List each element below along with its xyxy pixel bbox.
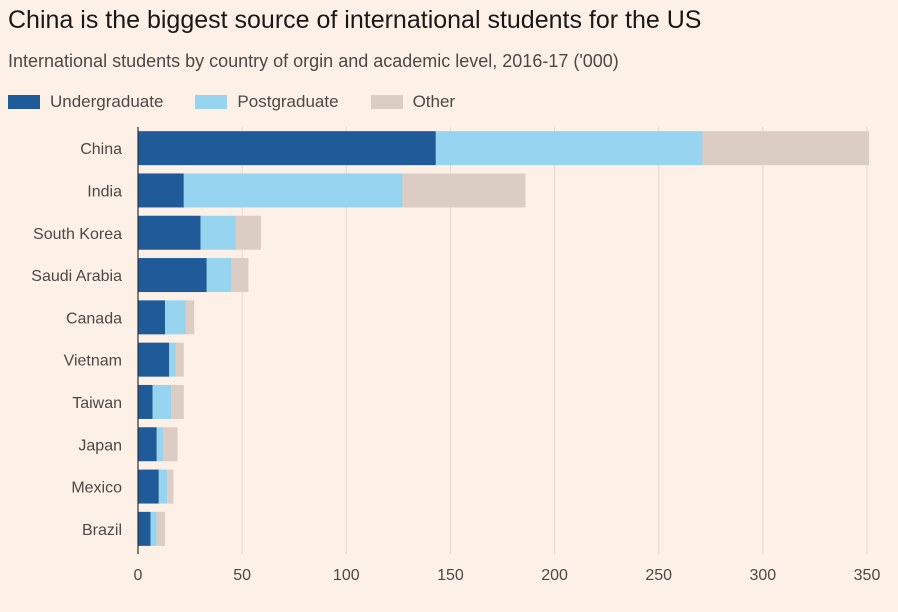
x-tick-label-50: 50 — [233, 567, 251, 584]
bar-mexico-undergraduate — [138, 469, 159, 504]
bar-saudi-arabia-other — [231, 258, 249, 293]
bar-japan-postgraduate — [156, 427, 163, 462]
bar-china-postgraduate — [435, 131, 703, 166]
x-tick-label-100: 100 — [333, 567, 360, 584]
category-label-canada: Canada — [66, 310, 122, 327]
bar-taiwan-other — [171, 384, 184, 419]
bar-brazil-other — [156, 511, 166, 546]
legend-item-postgraduate: Postgraduate — [195, 92, 339, 112]
x-tick-label-0: 0 — [134, 567, 143, 584]
bar-saudi-arabia-undergraduate — [138, 258, 207, 293]
bar-japan-other — [162, 427, 178, 462]
bar-mexico-other — [167, 469, 174, 504]
category-label-mexico: Mexico — [71, 480, 122, 497]
bar-vietnam-undergraduate — [138, 342, 170, 377]
category-label-japan: Japan — [78, 437, 122, 454]
bar-canada-other — [185, 300, 195, 335]
bar-india-undergraduate — [138, 173, 184, 208]
chart-subtitle: International students by country of org… — [8, 51, 619, 71]
bar-vietnam-other — [175, 342, 184, 377]
chart-title: China is the biggest source of internati… — [8, 6, 702, 34]
legend-swatch-other — [370, 95, 403, 109]
bar-south-korea-postgraduate — [200, 215, 236, 250]
x-tick-label-200: 200 — [541, 567, 568, 584]
category-label-taiwan: Taiwan — [72, 395, 122, 412]
category-label-saudi-arabia: Saudi Arabia — [31, 268, 122, 285]
x-tick-label-150: 150 — [437, 567, 464, 584]
bar-china-other — [702, 131, 870, 166]
x-tick-label-350: 350 — [854, 567, 881, 584]
legend-label-postgraduate: Postgraduate — [237, 92, 339, 111]
bar-south-korea-undergraduate — [138, 215, 201, 250]
legend-swatch-postgraduate — [195, 95, 228, 109]
legend-label-other: Other — [412, 92, 456, 111]
bar-india-other — [402, 173, 526, 208]
x-tick-label-250: 250 — [645, 567, 672, 584]
category-label-india: India — [87, 183, 122, 200]
bar-canada-postgraduate — [165, 300, 186, 335]
legend-item-undergraduate: Undergraduate — [8, 92, 163, 112]
bar-south-korea-other — [235, 215, 261, 250]
bar-india-postgraduate — [183, 173, 403, 208]
bar-japan-undergraduate — [138, 427, 157, 462]
category-label-south-korea: South Korea — [33, 226, 122, 243]
bar-saudi-arabia-postgraduate — [206, 258, 232, 293]
legend-item-other: Other — [370, 92, 456, 112]
category-label-vietnam: Vietnam — [64, 353, 122, 370]
legend-label-undergraduate: Undergraduate — [50, 92, 164, 111]
bar-canada-undergraduate — [138, 300, 166, 335]
bar-brazil-postgraduate — [150, 511, 157, 546]
bar-china-undergraduate — [138, 131, 436, 166]
x-tick-label-300: 300 — [750, 567, 777, 584]
bar-vietnam-postgraduate — [169, 342, 176, 377]
bar-taiwan-postgraduate — [152, 384, 172, 419]
bar-mexico-postgraduate — [158, 469, 168, 504]
legend: Undergraduate Postgraduate Other — [8, 92, 487, 112]
category-label-brazil: Brazil — [82, 522, 122, 539]
category-label-china: China — [80, 141, 122, 158]
bar-brazil-undergraduate — [138, 511, 151, 546]
legend-swatch-undergraduate — [8, 95, 40, 109]
bar-taiwan-undergraduate — [138, 384, 153, 419]
